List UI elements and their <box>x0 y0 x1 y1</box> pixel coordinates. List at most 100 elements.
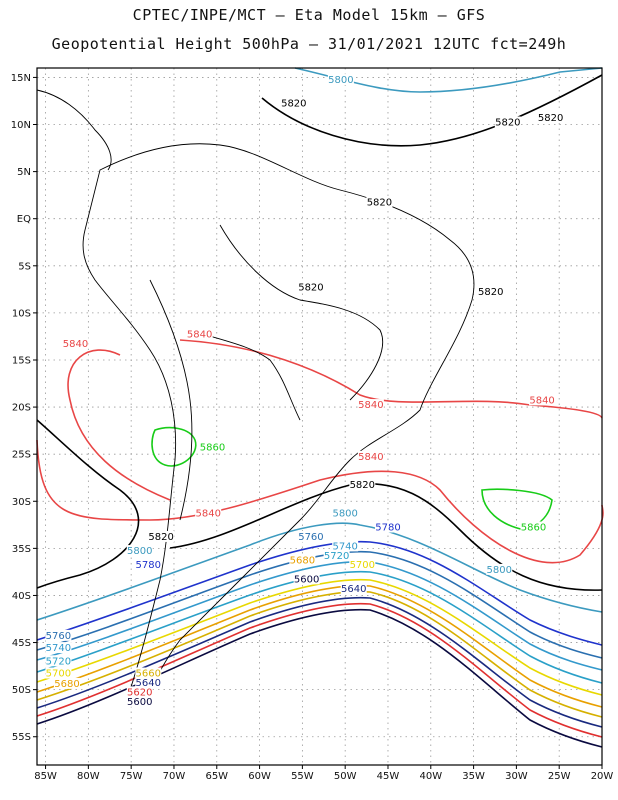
contour-label-bg <box>45 629 72 641</box>
contour-label: 5820 <box>478 287 503 298</box>
andes-border <box>149 279 193 521</box>
lon-tick-label: 70W <box>163 771 186 782</box>
contour-label-bg <box>126 695 153 707</box>
lat-tick-label: 10S <box>12 308 31 319</box>
lat-tick-label: EQ <box>17 214 31 225</box>
contour-label: 5840 <box>358 400 383 411</box>
contour-label: 5760 <box>46 631 71 642</box>
contour-label: 5620 <box>127 687 152 698</box>
contour-5820-south <box>36 419 140 589</box>
contour-label-bg <box>280 97 307 109</box>
contour-5860-atlantic <box>481 488 553 531</box>
contour-label: 5820 <box>281 99 306 110</box>
contour-5640 <box>36 596 603 728</box>
lon-tick-label: 45W <box>377 771 400 782</box>
lon-tick-label: 75W <box>120 771 143 782</box>
contour-label-bg <box>45 667 72 679</box>
coastlines <box>36 89 475 703</box>
contour-label-bg <box>332 507 359 519</box>
lat-tick-label: 55S <box>12 732 31 743</box>
contour-label: 5740 <box>46 643 71 654</box>
contour-label: 5840 <box>187 329 212 340</box>
contour-label: 5700 <box>46 669 71 680</box>
contour-label-bg <box>45 655 72 667</box>
contour-label-bg <box>366 196 393 208</box>
contour-5720 <box>36 570 603 684</box>
contour-label: 5780 <box>375 523 400 534</box>
contour-label: 5820 <box>495 118 520 129</box>
lat-tick-label: 45S <box>12 638 31 649</box>
lon-tick-label: 35W <box>462 771 485 782</box>
contour-5860-andes <box>151 426 197 467</box>
map-title-line-1: CPTEC/INPE/MCT – Eta Model 15km – GFS <box>132 6 486 24</box>
contour-label: 5760 <box>298 532 323 543</box>
south-america-coastline <box>82 143 475 703</box>
contour-label: 5660 <box>136 669 161 680</box>
contour-label-bg <box>297 530 324 542</box>
contour-label-bg <box>45 642 72 654</box>
contour-label-bg <box>126 545 153 557</box>
contour-label: 5720 <box>324 551 349 562</box>
contour-label: 5860 <box>200 442 225 453</box>
central-america-coastline <box>36 89 112 171</box>
contour-label: 5680 <box>290 555 315 566</box>
contour-label-bg <box>148 530 175 542</box>
contour-label: 5600 <box>294 574 319 585</box>
contour-label-bg <box>126 686 153 698</box>
contour-lines <box>36 67 604 748</box>
lat-tick-label: 30S <box>12 497 31 508</box>
lon-tick-label: 25W <box>548 771 571 782</box>
contour-label-bg <box>327 74 354 86</box>
contour-label: 5820 <box>350 480 375 491</box>
contour-label-bg <box>357 399 384 411</box>
lat-tick-label: 50S <box>12 685 31 696</box>
lon-tick-label: 80W <box>77 771 100 782</box>
contour-labels: 5800 5820 5820 5820 5820 5820 5820 5840 5840 5840… <box>45 74 564 708</box>
contour-label-bg <box>135 676 162 688</box>
contour-label: 5840 <box>63 339 88 350</box>
contour-label: 5640 <box>341 584 366 595</box>
contour-label-bg <box>323 549 350 561</box>
lon-tick-label: 30W <box>505 771 528 782</box>
contour-label-bg <box>135 667 162 679</box>
contour-label-bg <box>195 507 222 519</box>
lat-tick-label: 5S <box>18 261 31 272</box>
contour-label-bg <box>494 116 521 128</box>
lat-tick-label: 25S <box>12 450 31 461</box>
contour-label: 5720 <box>46 656 71 667</box>
contour-label: 5800 <box>127 546 152 557</box>
contour-label: 5680 <box>54 679 79 690</box>
contour-label-bg <box>349 479 376 491</box>
contour-label-bg <box>297 281 324 293</box>
contour-label: 5820 <box>148 532 173 543</box>
contour-label-bg <box>374 521 401 533</box>
contour-5680 <box>36 584 603 708</box>
contour-5780 <box>36 540 603 646</box>
contour-label: 5800 <box>332 508 357 519</box>
contour-5600 <box>36 608 603 748</box>
lat-tick-label: 5N <box>17 167 31 178</box>
contour-label-bg <box>520 521 547 533</box>
map-frame <box>36 67 603 766</box>
lon-tick-label: 40W <box>419 771 442 782</box>
contour-label: 5820 <box>367 198 392 209</box>
contour-label: 5840 <box>195 508 220 519</box>
lat-tick-label: 15S <box>12 355 31 366</box>
lon-tick-label: 20W <box>591 771 614 782</box>
contour-label: 5820 <box>298 282 323 293</box>
map-title-line-2: Geopotential Height 500hPa – 31/01/2021 … <box>51 35 567 53</box>
lon-tick-label: 50W <box>334 771 357 782</box>
contour-label-bg <box>293 573 320 585</box>
contour-label: 5740 <box>332 541 357 552</box>
contour-label-bg <box>62 337 89 349</box>
contour-label-bg <box>349 559 376 571</box>
lat-tick-label: 20S <box>12 403 31 414</box>
axis-ticks: 15N 10N 5N EQ 5S 10S 15S 20S 25S 30S 35S 40S 45S 50S 5… <box>11 73 614 782</box>
contour-label-bg <box>53 677 80 689</box>
contour-label: 5640 <box>136 678 161 689</box>
contour-5800 <box>36 522 603 621</box>
contour-5820-mid <box>169 483 603 591</box>
contour-label: 5840 <box>529 395 554 406</box>
contour-label-bg <box>135 559 162 571</box>
lon-tick-label: 60W <box>248 771 271 782</box>
